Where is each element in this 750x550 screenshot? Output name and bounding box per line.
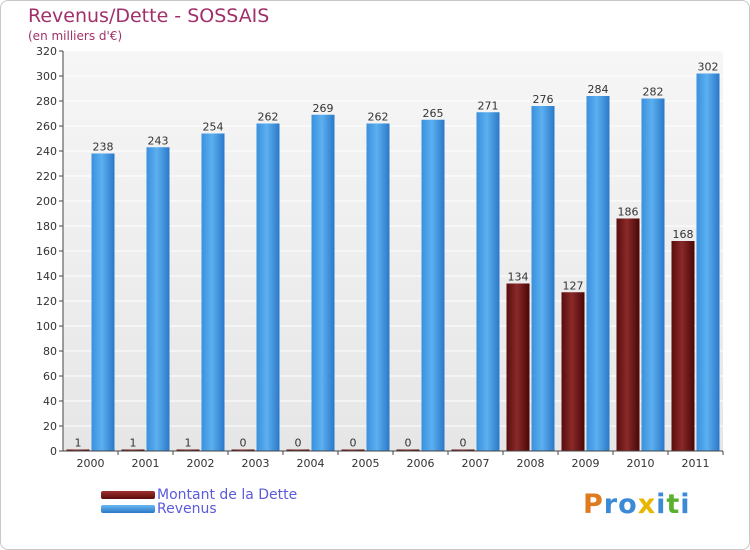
data-label-revenus: 282 bbox=[643, 86, 664, 99]
y-tick-label: 300 bbox=[36, 70, 57, 83]
legend-item-revenus: Revenus bbox=[101, 501, 217, 517]
y-tick-label: 140 bbox=[36, 270, 57, 283]
logo-letter: P bbox=[583, 489, 604, 520]
y-tick-label: 60 bbox=[43, 370, 57, 383]
bar-revenus bbox=[366, 123, 390, 451]
data-label-dette: 0 bbox=[295, 437, 302, 450]
x-tick-label: 2002 bbox=[187, 457, 215, 470]
data-label-dette: 186 bbox=[618, 206, 639, 219]
x-tick-label: 2001 bbox=[132, 457, 160, 470]
y-tick-label: 260 bbox=[36, 120, 57, 133]
bar-dette bbox=[671, 241, 695, 451]
data-label-revenus: 243 bbox=[148, 134, 169, 147]
y-axis: 0 20 40 60 80 100 120 140 160 180 200 220 240 260 280 3… bbox=[36, 45, 64, 458]
logo-letter: t bbox=[666, 489, 681, 520]
logo-letter: o bbox=[618, 489, 638, 520]
data-label-dette: 1 bbox=[75, 437, 82, 450]
logo-letter: r bbox=[603, 489, 619, 520]
y-tick-label: 120 bbox=[36, 295, 57, 308]
bars: 1 238 1 243 1 254 0 262 0 269 0 262 0 265 0 271 134 276 12… bbox=[66, 61, 720, 451]
bar-revenus bbox=[421, 119, 445, 451]
data-label-dette: 0 bbox=[350, 437, 357, 450]
data-label-dette: 0 bbox=[240, 437, 247, 450]
bar-dette bbox=[231, 449, 255, 451]
data-label-revenus: 302 bbox=[698, 61, 719, 74]
x-tick-label: 2004 bbox=[297, 457, 325, 470]
bar-dette bbox=[341, 449, 365, 451]
bar-revenus bbox=[201, 133, 225, 451]
bar-dette bbox=[286, 449, 310, 451]
y-tick-label: 0 bbox=[50, 445, 57, 458]
logo-letter: x bbox=[637, 489, 657, 520]
x-tick-label: 2011 bbox=[682, 457, 710, 470]
data-label-dette: 168 bbox=[673, 228, 694, 241]
y-tick-label: 160 bbox=[36, 245, 57, 258]
y-tick-label: 20 bbox=[43, 420, 57, 433]
bar-revenus bbox=[256, 123, 280, 451]
bar-revenus bbox=[476, 112, 500, 451]
legend-swatch-revenus bbox=[101, 505, 155, 513]
legend-swatch-dette bbox=[101, 491, 155, 499]
x-axis: 2000 2001 2002 2003 2004 2005 2006 2007 2008 2009… bbox=[63, 450, 724, 470]
x-tick-label: 2005 bbox=[352, 457, 380, 470]
x-tick-label: 2007 bbox=[462, 457, 490, 470]
x-tick-label: 2000 bbox=[77, 457, 105, 470]
bar-dette bbox=[396, 449, 420, 451]
chart-subtitle: (en milliers d'€) bbox=[28, 29, 123, 43]
legend-label-revenus: Revenus bbox=[157, 501, 217, 517]
bar-revenus bbox=[641, 98, 665, 451]
grid-lines bbox=[63, 50, 723, 452]
bar-dette bbox=[66, 449, 90, 451]
bar-revenus bbox=[91, 153, 115, 451]
y-tick-label: 100 bbox=[36, 320, 57, 333]
x-tick-label: 2010 bbox=[627, 457, 655, 470]
data-label-dette: 134 bbox=[508, 271, 529, 284]
bar-dette bbox=[506, 283, 530, 451]
data-label-revenus: 276 bbox=[533, 93, 554, 106]
bar-revenus bbox=[586, 96, 610, 451]
data-label-revenus: 262 bbox=[368, 111, 389, 124]
legend-item-dette: Montant de la Dette bbox=[101, 487, 297, 503]
bar-dette bbox=[616, 218, 640, 451]
data-label-dette: 1 bbox=[185, 437, 192, 450]
bar-revenus bbox=[531, 106, 555, 451]
data-label-dette: 0 bbox=[405, 437, 412, 450]
data-label-revenus: 271 bbox=[478, 99, 499, 112]
bar-revenus bbox=[696, 73, 720, 451]
y-tick-label: 220 bbox=[36, 170, 57, 183]
bar-dette bbox=[451, 449, 475, 451]
data-label-revenus: 284 bbox=[588, 83, 609, 96]
legend-label-dette: Montant de la Dette bbox=[157, 487, 298, 503]
y-tick-label: 180 bbox=[36, 220, 57, 233]
y-tick-label: 280 bbox=[36, 95, 57, 108]
logo-letter: i bbox=[680, 489, 691, 520]
data-label-dette: 127 bbox=[563, 279, 584, 292]
data-label-revenus: 265 bbox=[423, 107, 444, 120]
y-tick-label: 320 bbox=[36, 45, 57, 58]
data-label-revenus: 269 bbox=[313, 102, 334, 115]
bar-dette bbox=[176, 449, 200, 451]
data-label-dette: 0 bbox=[460, 437, 467, 450]
bar-dette bbox=[561, 292, 585, 451]
bar-revenus bbox=[311, 114, 335, 451]
proxiti-logo: Proxiti bbox=[583, 489, 691, 520]
x-tick-label: 2008 bbox=[517, 457, 545, 470]
data-label-dette: 1 bbox=[130, 437, 137, 450]
bar-dette bbox=[121, 449, 145, 451]
bar-revenus bbox=[146, 147, 170, 451]
y-tick-label: 40 bbox=[43, 395, 57, 408]
y-tick-label: 80 bbox=[43, 345, 57, 358]
data-label-revenus: 262 bbox=[258, 111, 279, 124]
y-tick-label: 240 bbox=[36, 145, 57, 158]
x-tick-label: 2006 bbox=[407, 457, 435, 470]
logo-letter: i bbox=[656, 489, 667, 520]
x-tick-label: 2003 bbox=[242, 457, 270, 470]
y-tick-label: 200 bbox=[36, 195, 57, 208]
data-label-revenus: 254 bbox=[203, 121, 224, 134]
x-tick-label: 2009 bbox=[572, 457, 600, 470]
data-label-revenus: 238 bbox=[93, 141, 114, 154]
chart-title: Revenus/Dette - SOSSAIS bbox=[28, 5, 270, 27]
